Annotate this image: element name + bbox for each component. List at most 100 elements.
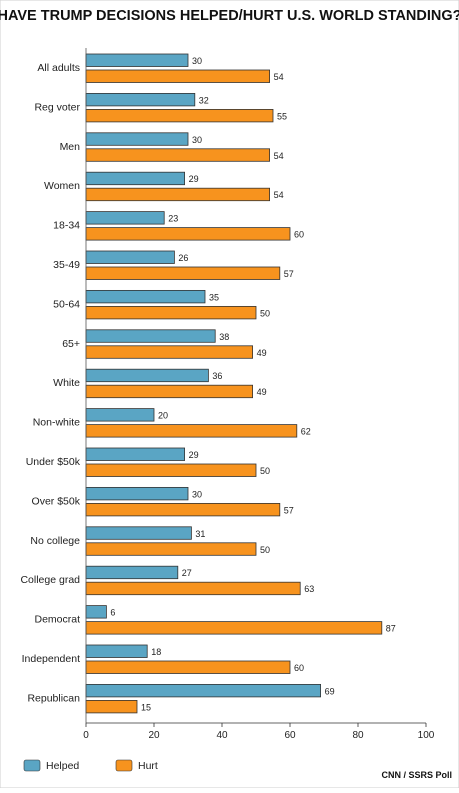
bar-helped-under-50k (85, 447, 185, 461)
value-label-hurt-independent: 60 (294, 663, 304, 673)
value-label-hurt-50-64: 50 (260, 308, 270, 318)
value-label-helped-women: 29 (189, 174, 199, 184)
legend-label-helped: Helped (46, 760, 79, 772)
bar-helped-65 (85, 329, 216, 343)
category-label-women: Women (44, 180, 80, 192)
value-label-hurt-35-49: 57 (284, 269, 294, 279)
bar-hurt-democrat (85, 621, 383, 635)
bar-hurt-50-64 (85, 305, 257, 320)
x-tick-label-100: 100 (418, 730, 435, 741)
value-label-helped-white: 36 (212, 371, 222, 381)
value-label-hurt-women: 54 (274, 190, 284, 200)
value-label-helped-independent: 18 (151, 647, 161, 657)
bar-helped-reg-voter (85, 93, 196, 107)
bar-helped-over-50k (85, 486, 189, 501)
bar-hurt-18-34 (85, 227, 291, 241)
legend: Helped Hurt (23, 759, 158, 772)
bar-helped-democrat (85, 605, 107, 619)
category-label-independent: Independent (22, 653, 80, 665)
category-label-all-adults: All adults (37, 62, 80, 74)
value-label-helped-under-50k: 29 (189, 450, 199, 460)
value-label-hurt-white: 49 (257, 387, 267, 397)
category-label-men: Men (60, 141, 81, 153)
category-label-50-64: 50-64 (53, 298, 80, 310)
chart-title: HAVE TRUMP DECISIONS HELPED/HURT U.S. WO… (0, 8, 459, 24)
bar-hurt-republican (85, 700, 138, 714)
bar-hurt-non-white (85, 424, 298, 438)
x-tick-label-20: 20 (148, 730, 160, 741)
category-label-no-college: No college (30, 535, 80, 547)
value-label-helped-men: 30 (192, 135, 202, 145)
bar-hurt-independent (85, 660, 291, 674)
value-label-helped-non-white: 20 (158, 411, 168, 421)
x-tick-label-80: 80 (352, 730, 364, 741)
category-label-65: 65+ (62, 338, 80, 350)
value-label-helped-no-college: 31 (195, 529, 205, 539)
bars-layer: All adults 30 54 Reg voter 32 55 Men 30 54 Women 2… (20, 53, 396, 714)
bar-hurt-all-adults (85, 69, 271, 83)
category-label-reg-voter: Reg voter (34, 101, 80, 113)
bar-hurt-women (85, 187, 271, 202)
bar-helped-independent (85, 644, 148, 658)
value-label-helped-reg-voter: 32 (199, 95, 209, 105)
value-label-helped-35-49: 26 (178, 253, 188, 263)
x-tick-label-40: 40 (216, 730, 228, 741)
bar-hurt-reg-voter (85, 109, 274, 123)
legend-swatch-hurt (115, 759, 133, 772)
value-label-hurt-65: 49 (257, 348, 267, 358)
bar-helped-white (85, 368, 209, 383)
bar-helped-men (85, 132, 189, 146)
bar-hurt-college-grad (85, 581, 301, 596)
category-label-over-50k: Over $50k (32, 495, 81, 507)
bar-helped-no-college (85, 526, 192, 540)
legend-label-hurt: Hurt (138, 760, 158, 772)
value-label-helped-over-50k: 30 (192, 489, 202, 499)
category-label-white: White (53, 377, 80, 389)
category-label-non-white: Non-white (33, 417, 80, 429)
bar-hurt-no-college (85, 542, 257, 556)
category-label-college-grad: College grad (20, 574, 80, 586)
x-tick-label-60: 60 (284, 730, 296, 741)
bar-helped-50-64 (85, 289, 206, 304)
category-label-35-49: 35-49 (53, 259, 80, 271)
value-label-helped-republican: 69 (325, 686, 335, 696)
bar-hurt-65 (85, 345, 254, 359)
source-label: CNN / SSRS Poll (381, 770, 452, 780)
value-label-hurt-college-grad: 63 (304, 584, 314, 594)
x-axis: 0 20 40 60 80 100 (83, 48, 435, 741)
value-label-hurt-men: 54 (274, 151, 284, 161)
value-label-helped-50-64: 35 (209, 292, 219, 302)
value-label-hurt-non-white: 62 (301, 427, 311, 437)
value-label-hurt-republican: 15 (141, 702, 151, 712)
value-label-hurt-over-50k: 57 (284, 505, 294, 515)
value-label-helped-democrat: 6 (110, 608, 115, 618)
value-label-hurt-all-adults: 54 (274, 72, 284, 82)
bar-hurt-men (85, 148, 271, 162)
value-label-hurt-under-50k: 50 (260, 466, 270, 476)
value-label-helped-all-adults: 30 (192, 56, 202, 66)
bar-hurt-white (85, 384, 254, 399)
bar-helped-women (85, 171, 185, 186)
value-label-helped-18-34: 23 (168, 214, 178, 224)
bar-helped-all-adults (85, 53, 189, 67)
bar-helped-non-white (85, 408, 155, 422)
value-label-hurt-no-college: 50 (260, 545, 270, 555)
bar-helped-35-49 (85, 250, 175, 264)
value-label-hurt-reg-voter: 55 (277, 111, 287, 121)
value-label-helped-65: 38 (219, 332, 229, 342)
category-label-18-34: 18-34 (53, 220, 80, 232)
category-label-democrat: Democrat (34, 614, 80, 626)
bar-helped-republican (85, 684, 322, 698)
x-tick-label-0: 0 (83, 730, 89, 741)
value-label-hurt-democrat: 87 (386, 624, 396, 634)
value-label-hurt-18-34: 60 (294, 230, 304, 240)
legend-swatch-helped (23, 759, 41, 772)
value-label-helped-college-grad: 27 (182, 568, 192, 578)
bar-hurt-under-50k (85, 463, 257, 477)
category-label-under-50k: Under $50k (26, 456, 81, 468)
bar-helped-18-34 (85, 211, 165, 225)
bar-hurt-over-50k (85, 502, 281, 517)
bar-helped-college-grad (85, 565, 179, 580)
